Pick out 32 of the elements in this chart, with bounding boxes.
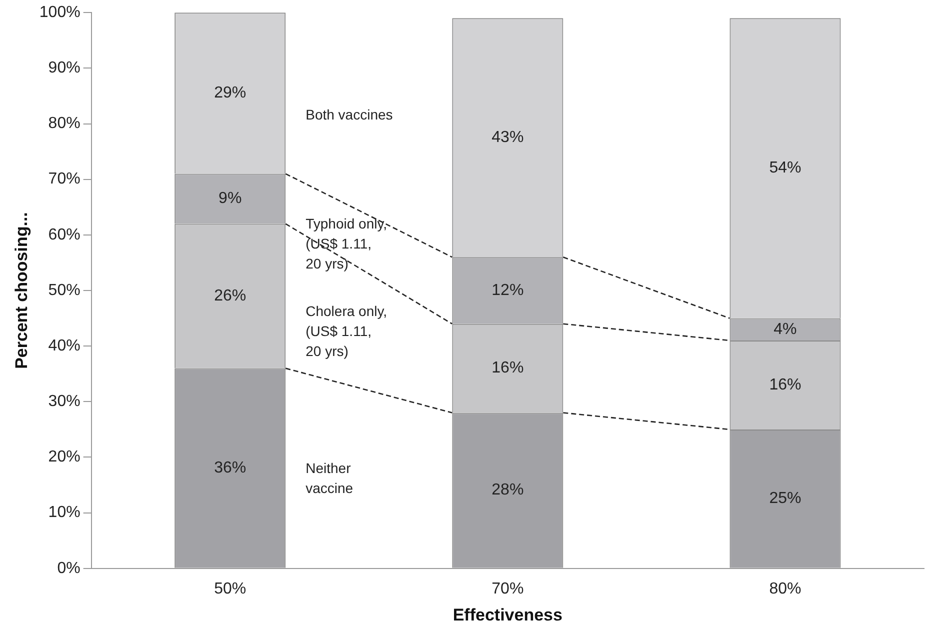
data-label: 9%	[218, 190, 242, 208]
series-label: Both vaccines	[306, 106, 393, 122]
y-tick-label: 20%	[48, 448, 80, 466]
y-tick-label: 80%	[48, 115, 80, 132]
x-tick-label: 50%	[214, 580, 246, 598]
x-tick-label: 70%	[492, 580, 524, 598]
series-label: Cholera only, (US$ 1.11, 20 yrs)	[306, 303, 388, 360]
y-tick-label: 40%	[48, 337, 80, 354]
series-label: Typhoid only, (US$ 1.11, 20 yrs)	[306, 216, 388, 272]
y-tick-label: 10%	[48, 504, 80, 522]
x-axis-title: Effectiveness	[452, 605, 562, 624]
y-tick-label: 100%	[39, 4, 80, 22]
y-tick-label: 50%	[48, 282, 80, 299]
data-label: 29%	[214, 84, 246, 102]
data-label: 4%	[774, 320, 797, 338]
y-tick-label: 90%	[48, 60, 80, 77]
data-label: 43%	[492, 129, 524, 146]
data-label: 28%	[492, 482, 524, 499]
y-tick-label: 0%	[57, 560, 80, 577]
y-tick-label: 70%	[48, 170, 80, 188]
data-label: 25%	[769, 490, 802, 508]
x-tick-label: 80%	[769, 580, 802, 598]
y-axis-title: Percent choosing...	[12, 212, 31, 369]
series-label: Neither vaccine	[306, 460, 354, 496]
data-label: 26%	[214, 287, 246, 304]
data-label: 36%	[214, 460, 246, 477]
data-label: 12%	[492, 282, 524, 299]
data-label: 16%	[769, 376, 802, 394]
data-label: 54%	[769, 160, 802, 177]
data-label: 16%	[492, 360, 524, 377]
y-tick-label: 30%	[48, 393, 80, 410]
y-tick-label: 60%	[48, 226, 80, 244]
